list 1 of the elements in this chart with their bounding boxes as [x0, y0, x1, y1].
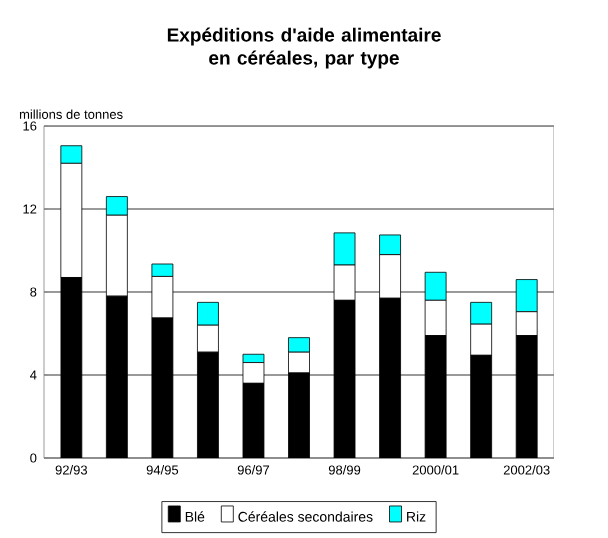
chart-title: Expéditions d'aide alimentaire en céréales, par type [167, 27, 441, 69]
